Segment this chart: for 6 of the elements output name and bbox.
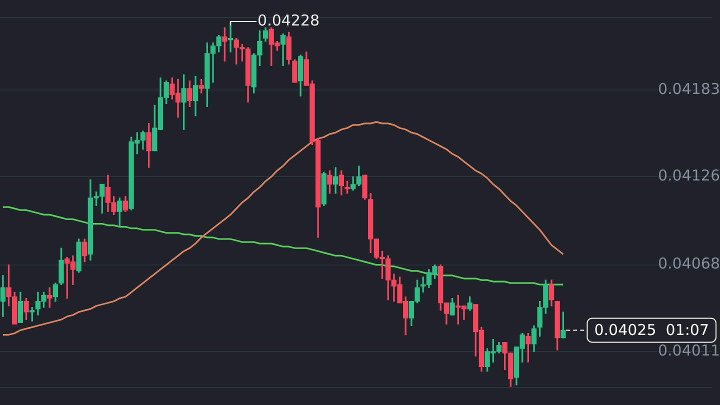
y-tick-label: 0.04183 [658,80,720,98]
text: 0.04025 01:07 [594,321,710,340]
annotation: 0.04228 [258,11,320,30]
y-tick-label: 0.04011 [658,341,720,360]
y-tick-label: 0.04068 [658,254,720,273]
y-tick-label: 0.04126 [658,166,720,185]
